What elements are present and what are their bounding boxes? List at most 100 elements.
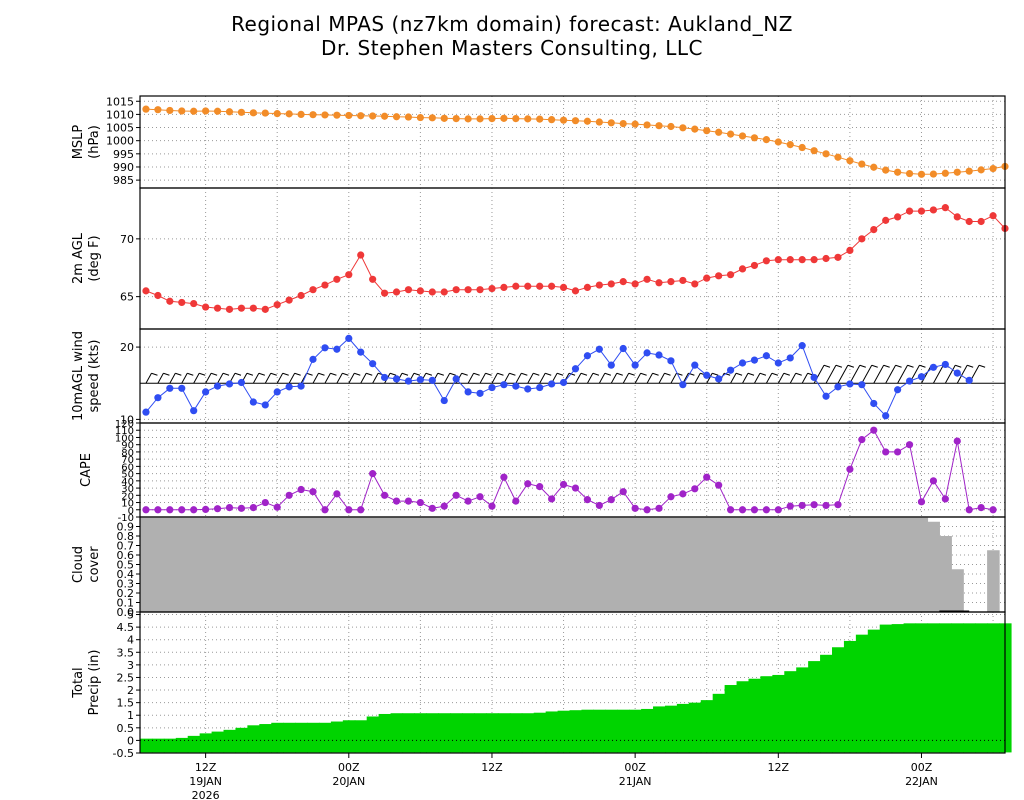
wind-point: [905, 377, 914, 385]
temp-point: [428, 288, 436, 296]
mslp-point: [667, 122, 675, 131]
cape-point: [380, 491, 389, 499]
precip-ytick-label: 4: [127, 634, 134, 647]
precip-bar: [629, 709, 642, 753]
wind-barb: [873, 364, 885, 384]
cape-point: [536, 483, 544, 491]
cloud-bar: [688, 517, 702, 612]
cape-point: [357, 506, 365, 514]
cloud-bar: [187, 517, 201, 612]
wind-barb: [169, 372, 176, 384]
mslp-point: [345, 111, 353, 120]
x-tick-sublabel: 19JAN: [189, 775, 222, 788]
wind-barb: [491, 372, 498, 384]
mslp-point: [846, 157, 854, 165]
wind-barb-flag: [497, 372, 504, 376]
wind-barb: [742, 372, 749, 384]
mslp-point: [989, 164, 997, 173]
wind-point: [691, 361, 699, 369]
cloud-bar: [617, 517, 630, 612]
precip-bar: [879, 624, 893, 753]
wind-point: [631, 361, 639, 369]
cloud-bar: [283, 517, 296, 612]
precip-bar: [700, 700, 714, 753]
wind-barb-flag: [294, 372, 301, 376]
wind-barb: [777, 372, 785, 384]
wind-barb: [336, 372, 343, 384]
temp-point: [798, 256, 806, 264]
wind-barb-flag: [883, 364, 890, 368]
temp-point: [380, 289, 389, 297]
precip-bar: [295, 722, 308, 753]
wind-barb: [205, 372, 212, 384]
wind-barb-flag: [306, 372, 313, 376]
wind-point: [595, 345, 603, 353]
temp-point: [297, 291, 305, 300]
cape-point: [464, 497, 472, 505]
wind-barb: [754, 372, 761, 384]
cape-point: [750, 506, 759, 514]
cloud-ytick-label: 0.1: [117, 597, 135, 610]
wind-barb: [598, 372, 606, 384]
temp-point: [667, 278, 675, 286]
x-tick-label: 12Z: [195, 761, 217, 774]
wind-point: [202, 388, 210, 396]
temp-point: [631, 280, 639, 288]
temp-point: [703, 274, 711, 282]
wind-barb: [730, 372, 737, 384]
cloud-bar: [987, 550, 1000, 612]
cape-point: [894, 448, 902, 456]
wind-panel: [136, 328, 1006, 424]
cape-point: [166, 506, 174, 514]
temp-point: [476, 286, 484, 294]
temp-point: [285, 296, 293, 304]
cloud-bar: [366, 517, 380, 612]
precip-bar: [927, 623, 940, 753]
cape-point: [703, 473, 711, 481]
cape-point: [404, 497, 413, 505]
temp-point: [524, 282, 532, 290]
wind-barb-flag: [847, 364, 855, 368]
mslp-panel-frame: [139, 95, 1006, 189]
wind-barb: [276, 372, 284, 384]
wind-barb: [861, 364, 873, 384]
precip-mask: [140, 753, 1005, 765]
precip-bar: [796, 667, 809, 753]
wind-point: [190, 407, 198, 415]
mslp-point: [249, 109, 257, 117]
x-tick-label: 12Z: [768, 761, 790, 774]
x-tick-sublabel: 22JAN: [905, 775, 938, 788]
cape-point: [715, 481, 723, 489]
wind-point: [309, 355, 317, 363]
cloud-bar: [820, 517, 833, 612]
wind-ylabel: 10mAGL wind: [71, 331, 86, 421]
precip-bar: [307, 722, 320, 753]
precip-bar: [641, 708, 654, 753]
mslp-point: [738, 132, 747, 140]
mslp-point: [929, 170, 938, 178]
mslp-point: [142, 105, 150, 113]
wind-point: [643, 349, 651, 357]
mslp-point: [726, 130, 735, 138]
x-tick-sublabel: 20JAN: [332, 775, 365, 788]
temp-point: [178, 298, 186, 307]
mslp-point: [154, 106, 162, 114]
temp-point: [810, 256, 818, 264]
temp-point: [726, 271, 735, 279]
temp-ylabel: 2m AGL: [71, 232, 86, 284]
cloud-bar: [462, 517, 475, 612]
temp-point: [536, 282, 544, 290]
cloud-bar: [927, 521, 940, 612]
cape-point: [810, 501, 818, 509]
temp-panel: [136, 187, 1009, 330]
wind-barb-flag: [771, 372, 779, 376]
cape-point: [249, 504, 257, 512]
cape-point: [941, 495, 949, 503]
mslp-point: [774, 138, 782, 146]
precip-bar: [318, 722, 332, 753]
mslp-point: [762, 136, 770, 144]
cloud-bar: [843, 517, 857, 612]
wind-barb-flag: [461, 372, 468, 376]
precip-ytick-label: -0.5: [113, 747, 134, 760]
temp-point: [941, 204, 949, 212]
